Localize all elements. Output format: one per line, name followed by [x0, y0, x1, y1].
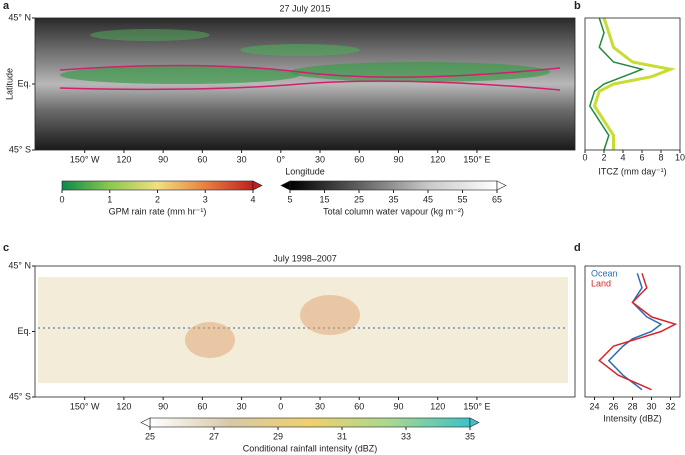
colorbar-label: Conditional rainfall intensity (dBZ) — [243, 443, 378, 453]
x-tick-label: 150° E — [463, 154, 490, 164]
map-a-background — [35, 18, 575, 150]
x-tick-label: 60 — [354, 401, 364, 411]
x-tick-label: 26 — [608, 401, 618, 411]
axes-frame — [584, 17, 681, 151]
x-tick-label: 24 — [589, 401, 599, 411]
colorbar-tick-label: 45 — [423, 194, 433, 204]
panel-letter: b — [574, 0, 581, 12]
x-tick-label: 120 — [116, 154, 131, 164]
profile-line — [607, 273, 663, 391]
colorbar — [149, 417, 471, 428]
x-axis-label: Longitude — [285, 166, 325, 176]
x-tick-label: 30 — [315, 401, 325, 411]
x-tick-label: 30 — [237, 401, 247, 411]
colorbar-tick-label: 25 — [145, 431, 155, 441]
colorbar-tick-label: 2 — [155, 194, 160, 204]
x-tick-label: 90 — [393, 154, 403, 164]
colorbar-extend — [280, 180, 291, 191]
colorbar-tick-label: 29 — [273, 431, 283, 441]
colorbar-tick-label: 5 — [287, 194, 292, 204]
colorbar-extend — [496, 180, 507, 191]
colorbar-label: Total column water vapour (kg m⁻²) — [323, 206, 464, 216]
colorbar — [289, 180, 498, 191]
panel-letter: c — [3, 242, 9, 254]
y-tick-label: 45° N — [8, 260, 31, 270]
colorbar-tick-label: 55 — [457, 194, 467, 204]
profile-line — [588, 17, 645, 151]
y-tick-label: Eq. — [17, 326, 31, 336]
colorbar-extend — [252, 180, 263, 191]
x-tick-label: 120 — [430, 401, 445, 411]
colorbar-tick-label: 4 — [250, 194, 255, 204]
colorbar-label: GPM rain rate (mm hr⁻¹) — [109, 206, 207, 216]
x-axis-label: ITCZ (mm day⁻¹) — [598, 166, 666, 176]
x-tick-label: 10 — [675, 152, 685, 162]
profile-line — [592, 17, 676, 150]
colorbar-extend — [140, 417, 151, 428]
colorbar-tick-label: 27 — [209, 431, 219, 441]
y-axis-label: Latitude — [4, 68, 14, 100]
legend-label: Ocean — [591, 268, 618, 278]
x-tick-label: 150° W — [70, 401, 100, 411]
panel-title: 27 July 2015 — [279, 3, 330, 13]
y-tick-label: Eq. — [17, 78, 31, 88]
colorbar-tick-label: 31 — [337, 431, 347, 441]
colorbar-tick-label: 3 — [203, 194, 208, 204]
x-tick-label: 60 — [197, 154, 207, 164]
x-tick-label: 90 — [393, 401, 403, 411]
colorbar-tick-label: 65 — [492, 194, 502, 204]
x-tick-label: 30 — [237, 154, 247, 164]
x-tick-label: 2 — [601, 152, 606, 162]
map-c-background — [35, 266, 575, 397]
colorbar-tick-label: 0 — [59, 194, 64, 204]
x-tick-label: 150° W — [70, 154, 100, 164]
panel-letter: a — [3, 0, 10, 12]
x-tick-label: 90 — [158, 401, 168, 411]
colorbar-extend — [469, 417, 480, 428]
x-tick-label: 150° E — [463, 401, 490, 411]
panel-title: July 1998–2007 — [273, 253, 337, 263]
colorbar-tick-label: 35 — [388, 194, 398, 204]
colorbar-tick-label: 35 — [465, 431, 475, 441]
y-tick-label: 45° S — [9, 391, 31, 401]
panel-letter: d — [574, 242, 581, 254]
x-tick-label: 4 — [620, 152, 625, 162]
x-tick-label: 120 — [430, 154, 445, 164]
legend-label: Land — [591, 278, 611, 288]
x-tick-label: 90 — [158, 154, 168, 164]
x-tick-label: 32 — [665, 401, 675, 411]
profile-line — [598, 273, 678, 391]
colorbar — [61, 180, 254, 191]
y-tick-label: 45° S — [9, 144, 31, 154]
x-tick-label: 60 — [197, 401, 207, 411]
x-tick-label: 28 — [627, 401, 637, 411]
x-tick-label: 60 — [354, 154, 364, 164]
colorbar-tick-label: 25 — [354, 194, 364, 204]
x-axis-label: Intensity (dBZ) — [603, 413, 662, 423]
x-tick-label: 0 — [582, 152, 587, 162]
colorbar-tick-label: 15 — [319, 194, 329, 204]
x-tick-label: 6 — [639, 152, 644, 162]
colorbar-tick-label: 1 — [107, 194, 112, 204]
colorbar-tick-label: 33 — [401, 431, 411, 441]
x-tick-label: 30 — [646, 401, 656, 411]
x-tick-label: 30 — [315, 154, 325, 164]
y-tick-label: 45° N — [8, 12, 31, 22]
x-tick-label: 0° — [277, 154, 286, 164]
x-tick-label: 120 — [116, 401, 131, 411]
x-tick-label: 8 — [658, 152, 663, 162]
x-tick-label: 0 — [278, 401, 283, 411]
